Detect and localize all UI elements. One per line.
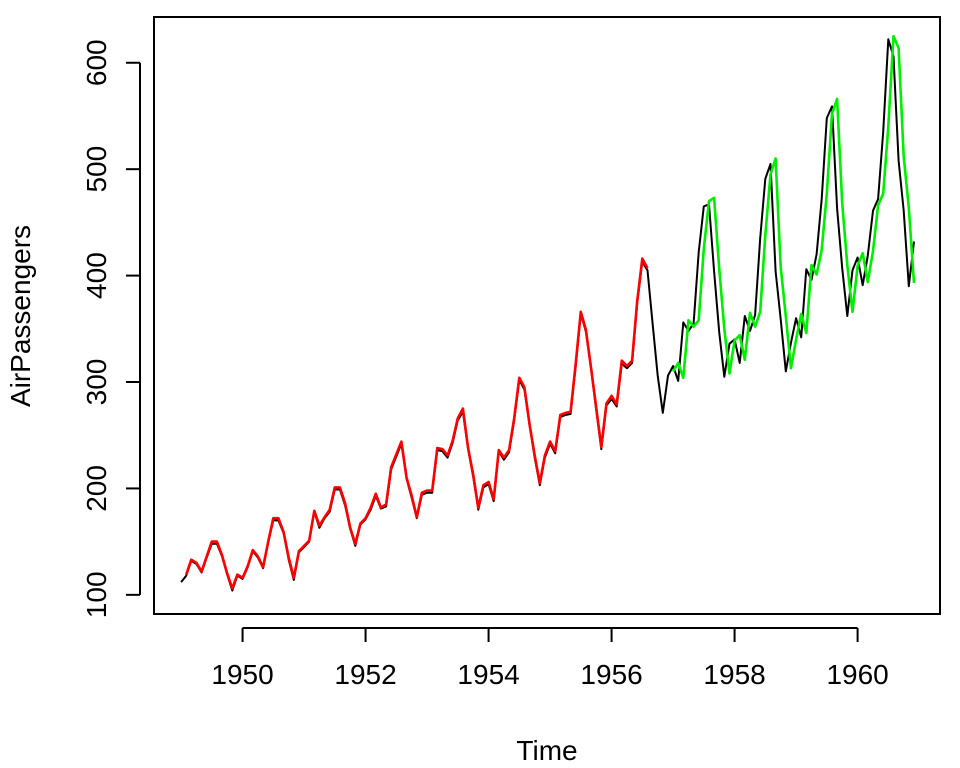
y-tick-label: 500 [81, 146, 112, 193]
series-line-observed [180, 38, 915, 592]
x-tick-label: 1952 [334, 659, 396, 690]
series-line-forecast [671, 34, 916, 380]
x-axis: 1950 1952 1954 1956 1958 1960 [211, 627, 889, 690]
x-tick-label: 1954 [457, 659, 519, 690]
y-axis: 100 200 300 400 500 600 [81, 39, 141, 618]
x-axis-title: Time [516, 735, 577, 766]
series-line-fitted [184, 257, 649, 590]
y-tick-label: 600 [81, 39, 112, 86]
plot-frame [153, 16, 941, 615]
x-tick-label: 1958 [703, 659, 765, 690]
y-tick-label: 200 [81, 465, 112, 512]
y-axis-title: AirPassengers [5, 225, 36, 407]
series-layer [180, 34, 916, 592]
x-tick-label: 1956 [580, 659, 642, 690]
x-tick-label: 1960 [826, 659, 888, 690]
y-tick-label: 100 [81, 571, 112, 618]
y-tick-label: 400 [81, 252, 112, 299]
x-tick-label: 1950 [211, 659, 273, 690]
y-tick-label: 300 [81, 359, 112, 406]
